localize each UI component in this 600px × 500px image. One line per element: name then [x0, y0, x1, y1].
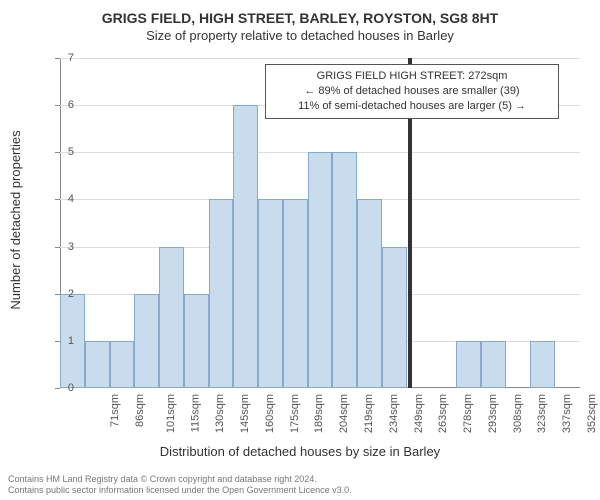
x-tick-label: 175sqm [289, 394, 301, 433]
histogram-bar [110, 341, 135, 388]
footer-attribution: Contains HM Land Registry data © Crown c… [8, 474, 352, 497]
x-tick-label: 101sqm [165, 394, 177, 433]
histogram-bar [184, 294, 209, 388]
annotation-line-1: GRIGS FIELD HIGH STREET: 272sqm [274, 69, 550, 84]
y-tick-label: 4 [44, 193, 74, 205]
y-tick-label: 6 [44, 99, 74, 111]
gridline [60, 58, 580, 59]
histogram-bar [233, 105, 258, 388]
x-tick-label: 130sqm [215, 394, 227, 433]
histogram-bar [85, 341, 110, 388]
chart-container: GRIGS FIELD, HIGH STREET, BARLEY, ROYSTO… [0, 0, 600, 500]
histogram-bar [357, 199, 382, 388]
histogram-bar [134, 294, 159, 388]
x-tick-label: 337sqm [561, 394, 573, 433]
x-tick-label: 204sqm [338, 394, 350, 433]
histogram-bar [332, 152, 357, 388]
x-tick-label: 308sqm [512, 394, 524, 433]
chart-title: GRIGS FIELD, HIGH STREET, BARLEY, ROYSTO… [0, 0, 600, 26]
y-tick-label: 3 [44, 241, 74, 253]
x-tick-label: 189sqm [314, 394, 326, 433]
histogram-bar [308, 152, 333, 388]
y-tick-label: 2 [44, 288, 74, 300]
histogram-bar [283, 199, 308, 388]
y-tick-label: 0 [44, 382, 74, 394]
chart-subtitle: Size of property relative to detached ho… [0, 26, 600, 43]
x-tick-label: 263sqm [437, 394, 449, 433]
annotation-line-2: ← 89% of detached houses are smaller (39… [274, 84, 550, 99]
x-tick-label: 293sqm [487, 394, 499, 433]
x-tick-label: 234sqm [388, 394, 400, 433]
annotation-line-3: 11% of semi-detached houses are larger (… [274, 99, 550, 114]
histogram-bar [258, 199, 283, 388]
x-tick-label: 249sqm [413, 394, 425, 433]
x-tick-label: 86sqm [134, 394, 146, 427]
x-tick-label: 115sqm [189, 394, 201, 432]
annotation-box: GRIGS FIELD HIGH STREET: 272sqm ← 89% of… [265, 64, 559, 119]
histogram-bar [382, 247, 407, 388]
y-axis-title: Number of detached properties [8, 130, 23, 309]
x-tick-label: 71sqm [109, 394, 121, 427]
x-tick-label: 323sqm [536, 394, 548, 433]
y-tick-label: 5 [44, 146, 74, 158]
x-tick-label: 352sqm [586, 394, 598, 433]
x-tick-label: 145sqm [239, 394, 251, 433]
x-tick-label: 278sqm [462, 394, 474, 433]
histogram-bar [481, 341, 506, 388]
footer-line-2: Contains public sector information licen… [8, 485, 352, 496]
x-axis-title: Distribution of detached houses by size … [0, 444, 600, 459]
histogram-bar [530, 341, 555, 388]
footer-line-1: Contains HM Land Registry data © Crown c… [8, 474, 352, 485]
histogram-bar [209, 199, 234, 388]
y-tick-label: 1 [44, 335, 74, 347]
histogram-bar [456, 341, 481, 388]
x-tick-label: 219sqm [363, 394, 375, 433]
histogram-bar [159, 247, 184, 388]
x-tick-label: 160sqm [264, 394, 276, 433]
y-tick-label: 7 [44, 52, 74, 64]
